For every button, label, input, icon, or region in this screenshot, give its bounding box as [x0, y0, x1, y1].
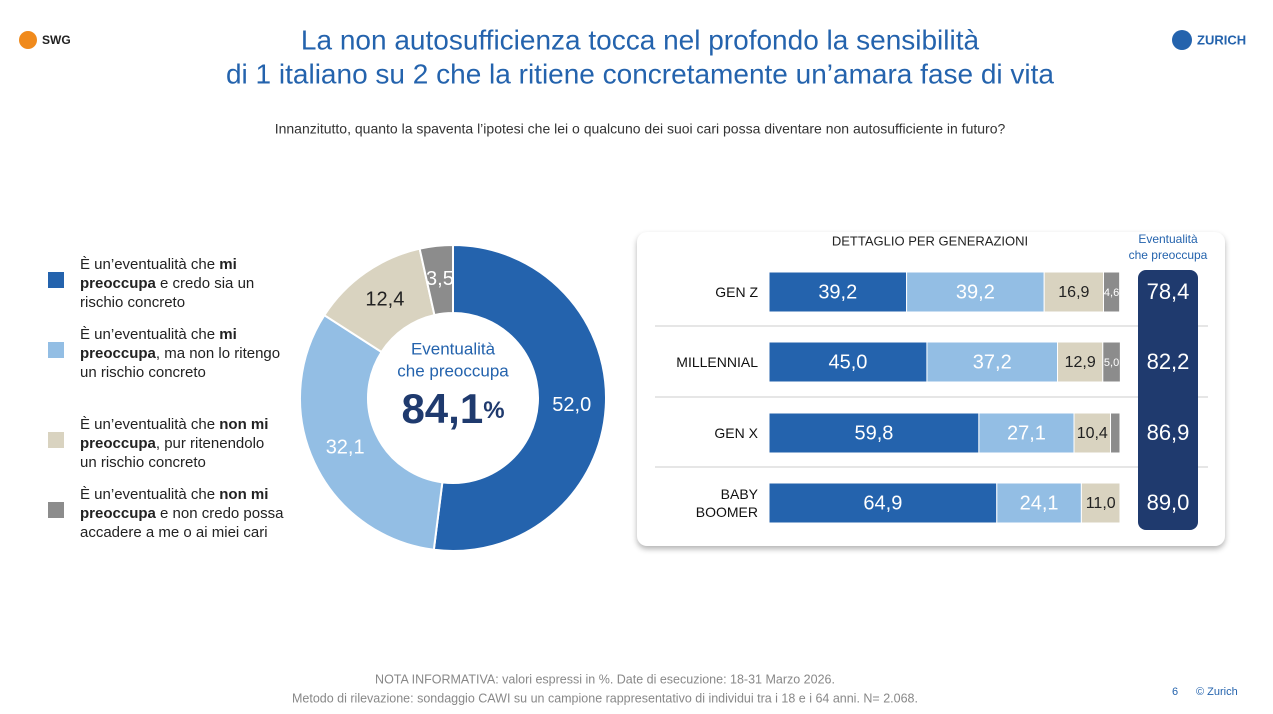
- data-label: 11,0: [1086, 495, 1116, 512]
- legend-run: , pur ritenendolo un rischio concreto: [80, 435, 265, 471]
- donut-segment: [418, 243, 454, 317]
- legend-run: , ma non lo ritengo un rischio concreto: [80, 345, 281, 381]
- data-label: 4,6: [1104, 287, 1119, 299]
- legend-swatch: [48, 502, 64, 518]
- data-label: 12,4: [365, 289, 404, 311]
- footnote: NOTA INFORMATIVA: valori espressi in %. …: [375, 672, 835, 686]
- bar-segment: [1103, 271, 1121, 313]
- donut-segment: [432, 243, 607, 552]
- bar-segment: [996, 482, 1082, 524]
- data-label: 37,2: [973, 351, 1012, 373]
- legend-item: È un’eventualità che non mi preoccupa, p…: [80, 415, 285, 472]
- category-label-text: GEN Z: [715, 284, 758, 300]
- bar-segment: [768, 482, 998, 524]
- logo-mark: [1172, 30, 1192, 50]
- data-label: 16,9: [1058, 284, 1089, 301]
- legend-run: e credo sia un rischio concreto: [80, 275, 255, 311]
- data-label: 39,2: [818, 281, 857, 303]
- legend-run: È un’eventualità che: [80, 486, 220, 503]
- totals-title: Eventualità: [1138, 232, 1198, 246]
- total-label: 78,4: [1147, 279, 1190, 304]
- bar-segment: [906, 271, 1045, 313]
- center-value-number: 84,1: [401, 385, 483, 432]
- legend-swatch: [48, 432, 64, 448]
- legend-item: È un’eventualità che non mi preoccupa e …: [80, 485, 285, 542]
- logo-mark: [19, 31, 37, 49]
- logo-right: ZURICH: [1197, 32, 1246, 47]
- data-label: 59,8: [854, 422, 893, 444]
- data-label: 12,9: [1065, 354, 1096, 371]
- data-label: 32,1: [326, 437, 365, 459]
- title: di 1 italiano su 2 che la ritiene concre…: [226, 58, 1054, 89]
- legend-swatch: [48, 342, 64, 358]
- bar-segment: [768, 271, 908, 313]
- data-label: 24,1: [1020, 492, 1059, 514]
- data-label: 52,0: [552, 394, 591, 416]
- center-title: Eventualità: [411, 339, 496, 358]
- total-label: 82,2: [1147, 349, 1190, 374]
- logo-left: SWG: [42, 33, 71, 47]
- category-label-text: MILLENNIAL: [676, 354, 758, 370]
- data-label: 3,5: [426, 268, 454, 290]
- total-label: 89,0: [1147, 490, 1190, 515]
- category-label: MILLENNIAL: [638, 332, 758, 392]
- data-label: 5,0: [1104, 357, 1119, 369]
- legend-run: mi preoccupa: [80, 326, 237, 362]
- legend-swatch: [48, 272, 64, 288]
- total-label: 86,9: [1147, 420, 1190, 445]
- center-unit: %: [483, 397, 504, 424]
- category-label: BABY BOOMER: [638, 473, 758, 533]
- page-number: 6: [1172, 686, 1178, 698]
- totals-pill: [1138, 270, 1198, 530]
- bar-segment: [1080, 482, 1121, 524]
- bar-segment: [1110, 412, 1121, 454]
- category-label-text: GEN X: [714, 425, 758, 441]
- bar-segment: [1043, 271, 1105, 313]
- legend-run: non mi preoccupa: [80, 486, 269, 522]
- legend-item: È un’eventualità che mi preoccupa e cred…: [80, 255, 285, 312]
- bar-segment: [768, 341, 928, 383]
- bar-segment: [1102, 341, 1121, 383]
- data-label: 10,4: [1077, 425, 1108, 442]
- category-label: GEN X: [638, 403, 758, 463]
- bar-segment: [926, 341, 1059, 383]
- category-label-text: BABY BOOMER: [695, 486, 758, 520]
- legend-run: È un’eventualità che: [80, 326, 220, 343]
- center-value: 84,1%: [401, 385, 504, 432]
- donut-segment: [299, 313, 444, 551]
- legend-item: È un’eventualità che mi preoccupa, ma no…: [80, 325, 285, 382]
- totals-title: che preoccupa: [1129, 248, 1208, 262]
- footnote: Metodo di rilevazione: sondaggio CAWI su…: [292, 691, 918, 705]
- bar-segment: [768, 412, 980, 454]
- data-label: 64,9: [863, 492, 902, 514]
- legend-run: È un’eventualità che: [80, 256, 220, 273]
- legend-run: non mi preoccupa: [80, 416, 269, 452]
- category-label: GEN Z: [638, 262, 758, 322]
- legend-run: È un’eventualità che: [80, 416, 220, 433]
- legend-run: mi preoccupa: [80, 256, 237, 292]
- legend-run: e non credo possa accadere a me o ai mie…: [80, 505, 284, 541]
- center-title: che preoccupa: [397, 361, 509, 380]
- bar-segment: [1057, 341, 1104, 383]
- data-label: 45,0: [829, 351, 868, 373]
- data-label: 27,1: [1007, 422, 1046, 444]
- data-label: 39,2: [956, 281, 995, 303]
- title: La non autosufficienza tocca nel profond…: [301, 24, 980, 55]
- copyright: © Zurich: [1196, 686, 1238, 698]
- chart-title: DETTAGLIO PER GENERAZIONI: [832, 233, 1028, 248]
- subtitle: Innanzitutto, quanto la spaventa l’ipote…: [275, 121, 1006, 137]
